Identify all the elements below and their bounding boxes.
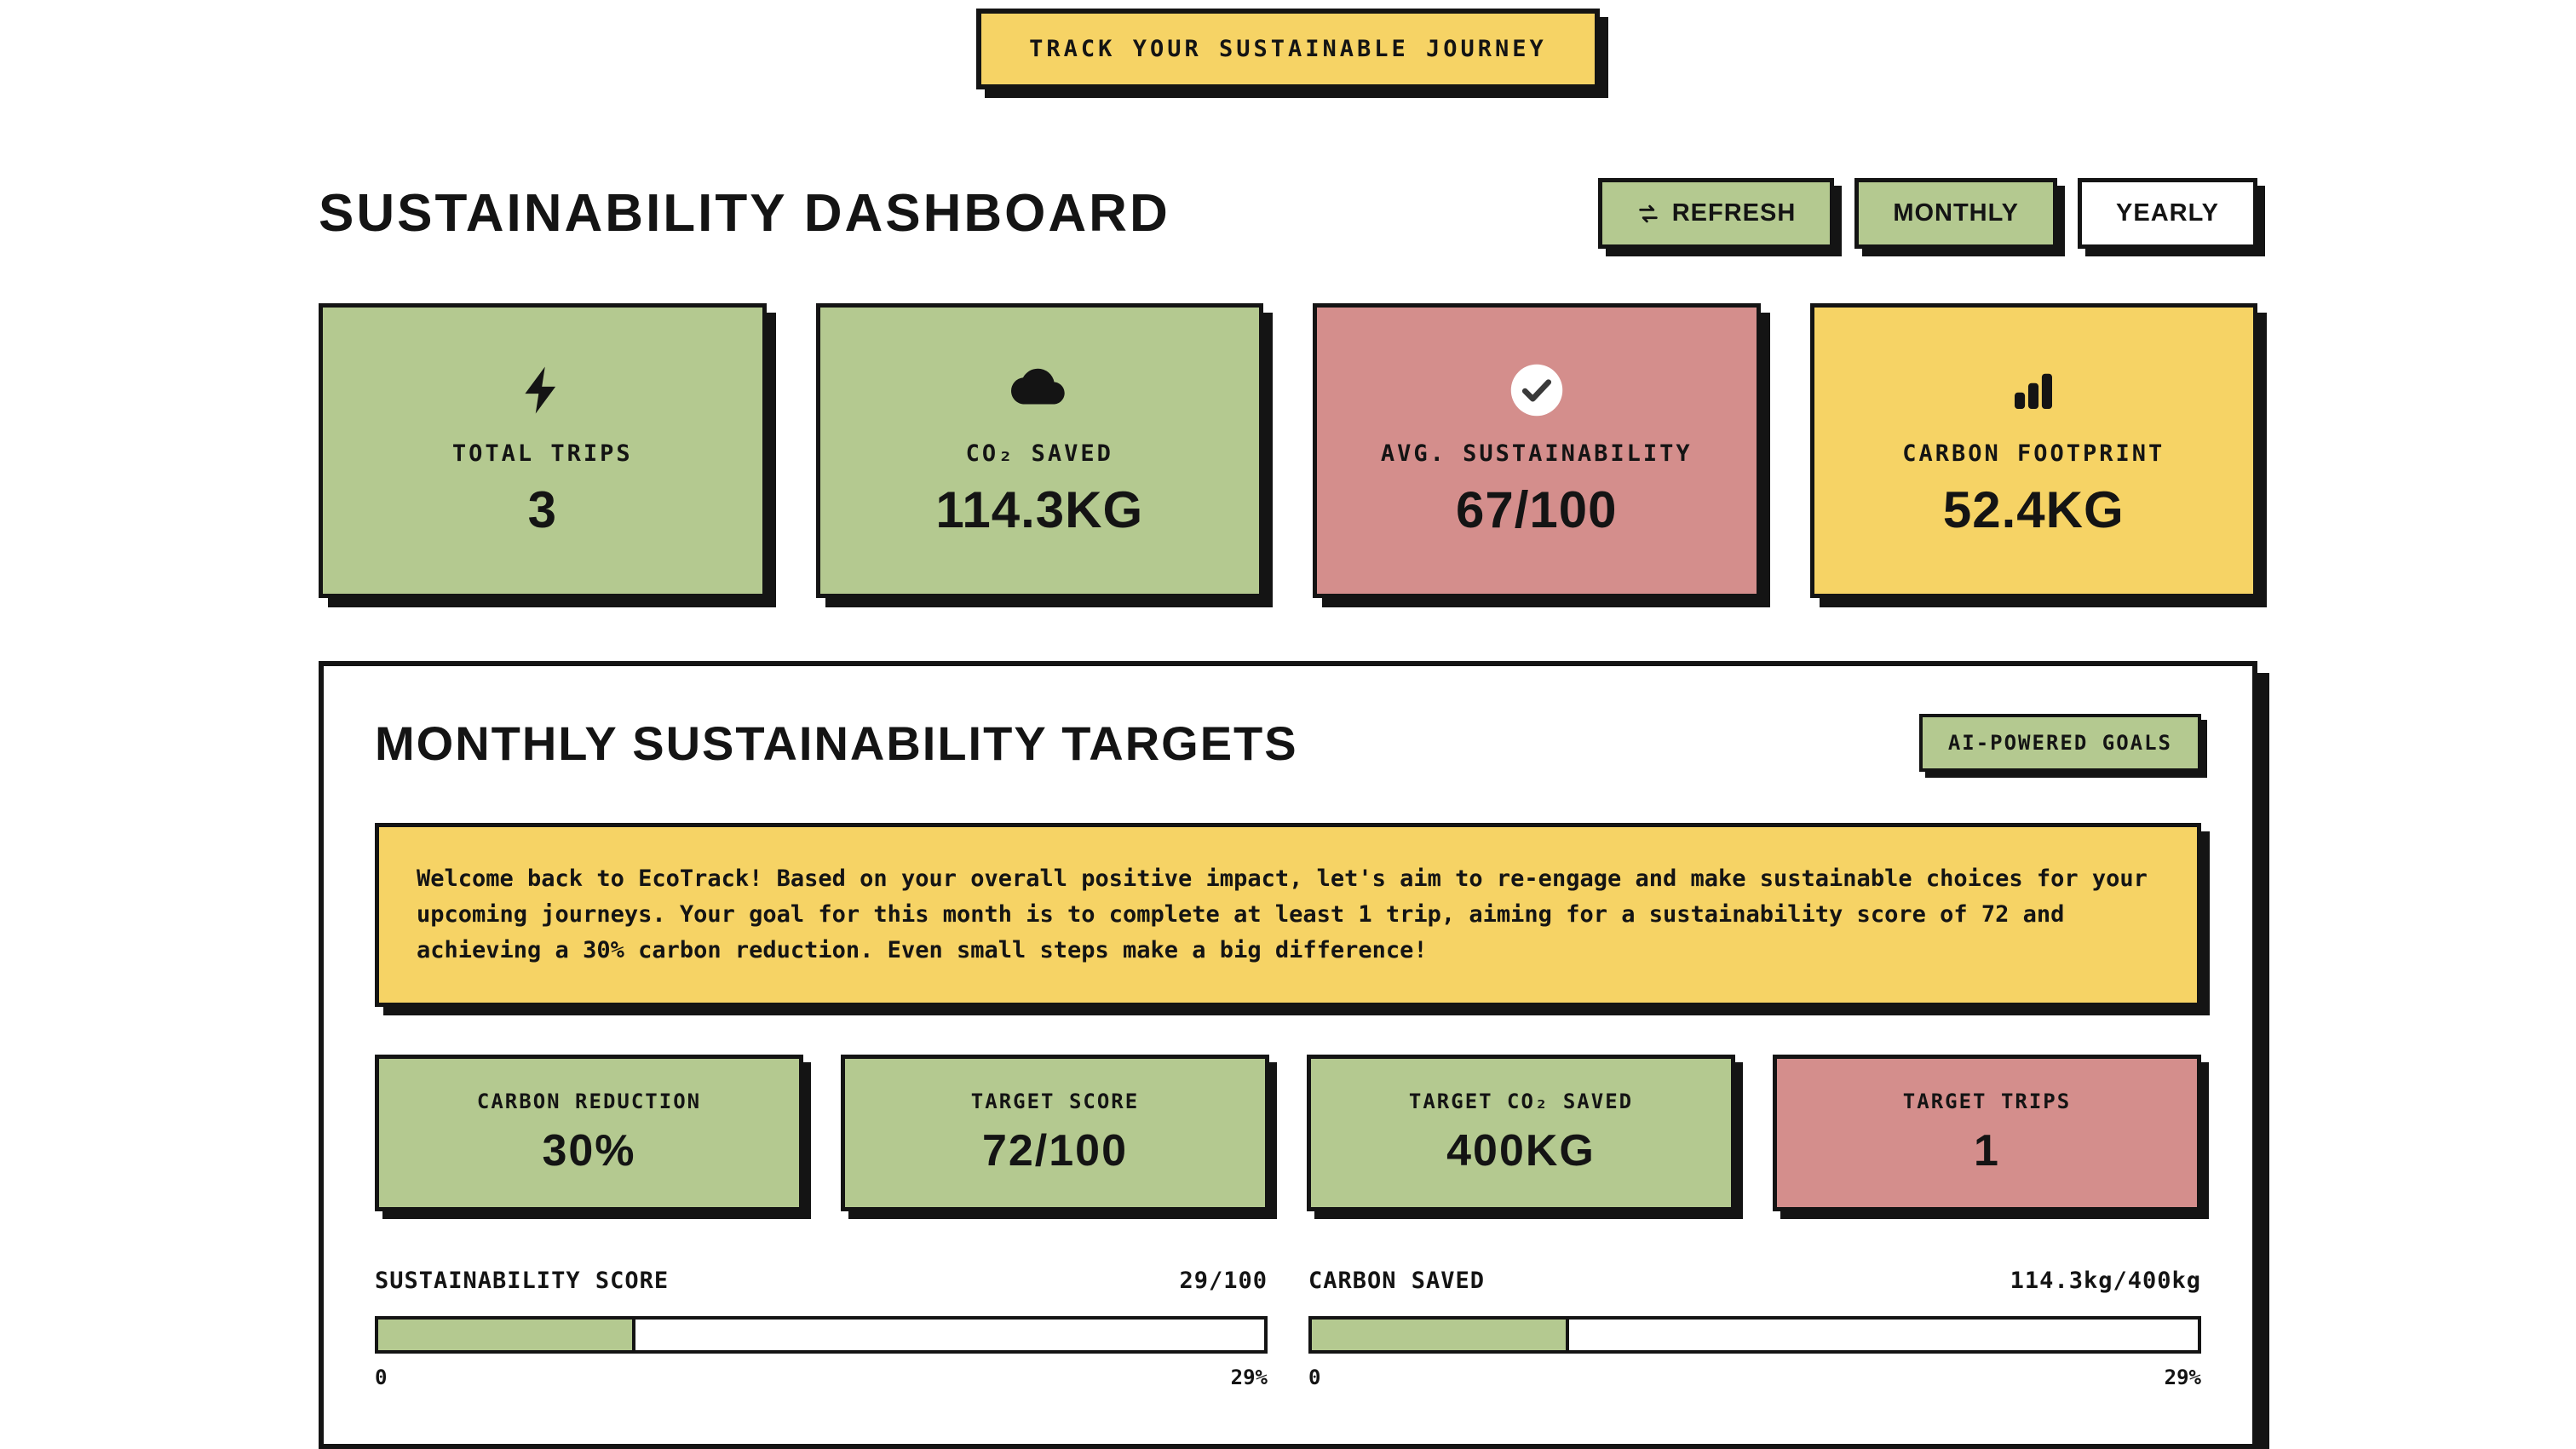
targets-section: MONTHLY SUSTAINABILITY TARGETS AI-POWERE… — [319, 661, 2257, 1449]
stat-value: 52.4KG — [1942, 481, 2125, 538]
target-card-target-score: TARGET SCORE 72/100 — [841, 1054, 1269, 1211]
tab-yearly[interactable]: YEARLY — [2078, 178, 2257, 249]
refresh-icon — [1636, 202, 1660, 226]
stat-card-co2-saved: CO₂ SAVED 114.3KG — [815, 303, 1263, 598]
carbon-saved-progress-track — [1308, 1315, 2201, 1354]
target-label: TARGET CO₂ SAVED — [1408, 1089, 1634, 1113]
target-label: TARGET SCORE — [970, 1089, 1140, 1113]
progress-head: CARBON SAVED 114.3kg/400kg — [1308, 1268, 2201, 1294]
refresh-button-label: REFRESH — [1671, 199, 1797, 227]
progress-label: CARBON SAVED — [1308, 1267, 1486, 1294]
stat-label: AVG. SUSTAINABILITY — [1380, 440, 1693, 467]
target-value: 400KG — [1446, 1125, 1596, 1176]
stat-card-carbon-footprint: CARBON FOOTPRINT 52.4KG — [1809, 303, 2257, 598]
target-value: 72/100 — [981, 1125, 1129, 1176]
targets-header: MONTHLY SUSTAINABILITY TARGETS AI-POWERE… — [375, 714, 2201, 772]
bar-chart-icon — [2005, 362, 2061, 418]
progress-value: 114.3kg/400kg — [2010, 1267, 2201, 1294]
ai-goal-message: Welcome back to EcoTrack! Based on your … — [375, 823, 2201, 1007]
progress-value: 29/100 — [1179, 1267, 1268, 1294]
progress-fill — [1312, 1319, 1569, 1350]
progress-min: 0 — [1308, 1365, 1321, 1389]
target-label: CARBON REDUCTION — [476, 1089, 702, 1113]
progress-row: SUSTAINABILITY SCORE 29/100 0 29% CARBON… — [375, 1268, 2201, 1389]
page-title: SUSTAINABILITY DASHBOARD — [319, 184, 1170, 243]
banner-label: TRACK YOUR SUSTAINABLE JOURNEY — [1029, 36, 1547, 62]
progress-sustainability-score: SUSTAINABILITY SCORE 29/100 0 29% — [375, 1268, 1268, 1389]
ai-powered-goals-badge: AI-POWERED GOALS — [1918, 714, 2201, 772]
stats-row: TOTAL TRIPS 3 CO₂ SAVED 114.3KG — [319, 303, 2257, 598]
stat-card-total-trips: TOTAL TRIPS 3 — [319, 303, 767, 598]
target-card-target-co2-saved: TARGET CO₂ SAVED 400KG — [1307, 1054, 1735, 1211]
main-container: SUSTAINABILITY DASHBOARD REFRESH MONTHLY — [319, 178, 2257, 1449]
stat-value: 67/100 — [1455, 481, 1618, 538]
sustainability-score-progress-track — [375, 1315, 1268, 1354]
tab-monthly-label: MONTHLY — [1893, 199, 2020, 227]
progress-min: 0 — [375, 1365, 388, 1389]
refresh-button[interactable]: REFRESH — [1597, 178, 1835, 249]
stat-label: TOTAL TRIPS — [451, 440, 633, 467]
progress-fill — [378, 1319, 635, 1350]
tab-yearly-label: YEARLY — [2116, 199, 2219, 227]
target-cards-row: CARBON REDUCTION 30% TARGET SCORE 72/100… — [375, 1054, 2201, 1211]
dashboard-header: SUSTAINABILITY DASHBOARD REFRESH MONTHLY — [319, 178, 2257, 249]
target-value: 30% — [542, 1125, 636, 1176]
progress-label: SUSTAINABILITY SCORE — [375, 1267, 670, 1294]
stat-label: CARBON FOOTPRINT — [1902, 440, 2165, 467]
progress-head: SUSTAINABILITY SCORE 29/100 — [375, 1268, 1268, 1294]
lightning-icon — [515, 362, 571, 418]
header-actions: REFRESH MONTHLY YEARLY — [1597, 178, 2257, 249]
progress-scale: 0 29% — [375, 1366, 1268, 1389]
tab-monthly[interactable]: MONTHLY — [1854, 178, 2058, 249]
progress-max: 29% — [1230, 1365, 1268, 1389]
target-card-carbon-reduction: CARBON REDUCTION 30% — [375, 1054, 803, 1211]
stat-card-avg-sustainability: AVG. SUSTAINABILITY 67/100 — [1313, 303, 1761, 598]
top-banner: TRACK YOUR SUSTAINABLE JOURNEY — [976, 9, 1600, 89]
cloud-icon — [1009, 362, 1069, 418]
target-card-target-trips: TARGET TRIPS 1 — [1773, 1054, 2201, 1211]
stat-value: 3 — [527, 481, 557, 538]
stat-label: CO₂ SAVED — [965, 440, 1113, 467]
progress-carbon-saved: CARBON SAVED 114.3kg/400kg 0 29% — [1308, 1268, 2201, 1389]
progress-max: 29% — [2164, 1365, 2201, 1389]
progress-scale: 0 29% — [1308, 1366, 2201, 1389]
targets-title: MONTHLY SUSTAINABILITY TARGETS — [375, 716, 1298, 770]
banner-wrap: TRACK YOUR SUSTAINABLE JOURNEY — [0, 0, 2576, 89]
stat-value: 114.3KG — [935, 481, 1144, 538]
check-circle-icon — [1509, 362, 1565, 418]
target-label: TARGET TRIPS — [1902, 1089, 2072, 1113]
target-value: 1 — [1974, 1125, 2000, 1176]
